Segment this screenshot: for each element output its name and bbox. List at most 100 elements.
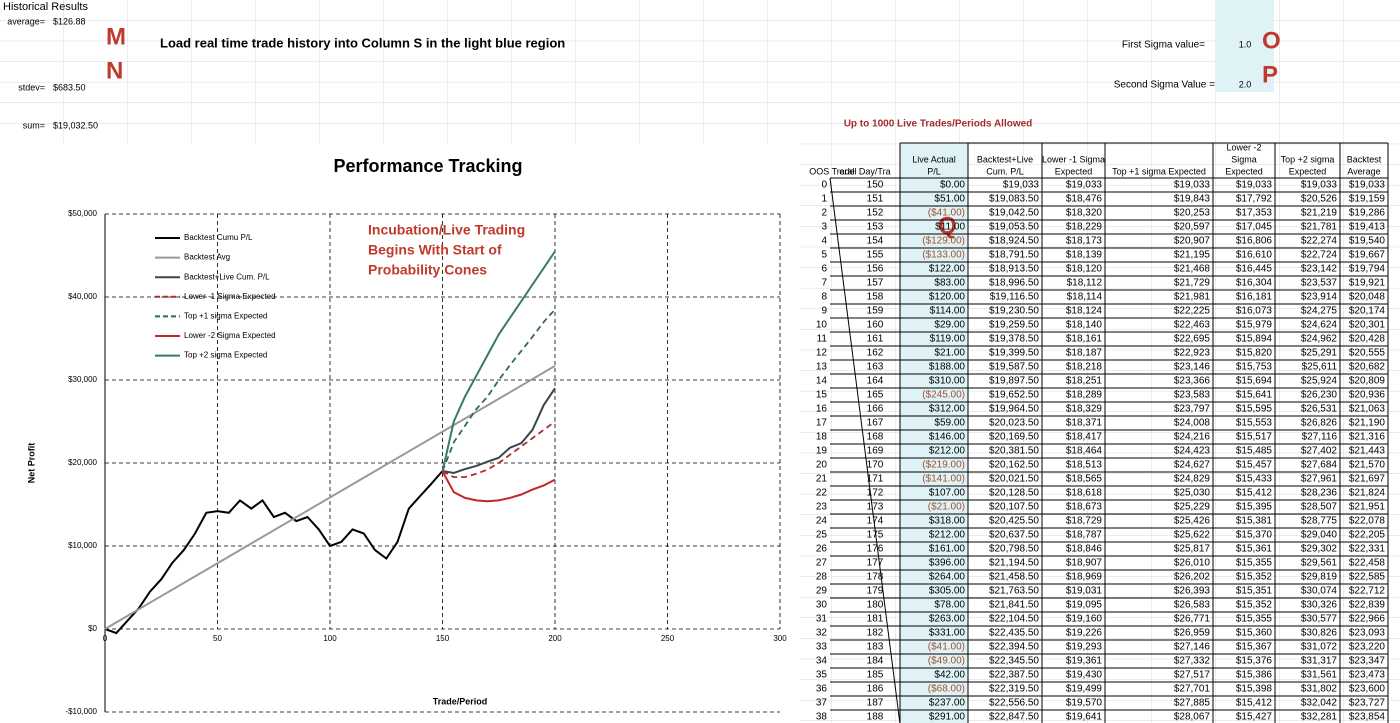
table-cell: $23,600 <box>1349 684 1386 695</box>
table-cell: $15,641 <box>1236 390 1273 401</box>
table-cell: 25 <box>816 530 828 541</box>
legend-label: Backtest Cumu P/L <box>184 233 253 242</box>
table-cell: $30,577 <box>1301 614 1338 625</box>
table-cell: $26,010 <box>1174 558 1211 569</box>
table-cell: $15,355 <box>1236 614 1273 625</box>
table-cell: 165 <box>867 390 884 401</box>
table-cell: $15,753 <box>1236 362 1273 373</box>
y-tick-label: $40,000 <box>68 292 97 301</box>
table-cell: $18,139 <box>1066 250 1103 261</box>
series-line <box>442 387 556 475</box>
table-header: Expected <box>1289 166 1327 176</box>
table-cell: $22,205 <box>1349 530 1386 541</box>
table-cell: 172 <box>867 488 884 499</box>
table-cell: $19,083.50 <box>989 194 1039 205</box>
table-cell: $22,078 <box>1349 516 1386 527</box>
table-cell: $120.00 <box>929 292 966 303</box>
table-cell: $18,120 <box>1066 264 1103 275</box>
table-cell: $15,361 <box>1236 544 1273 555</box>
table-cell: $18,173 <box>1066 236 1103 247</box>
table-cell: $19,053.50 <box>989 222 1039 233</box>
table-cell: $22,225 <box>1174 306 1211 317</box>
table-cell: $23,347 <box>1349 656 1386 667</box>
table-header: Sigma <box>1231 154 1257 164</box>
table-cell: 13 <box>816 362 828 373</box>
table-cell: $21,570 <box>1349 460 1386 471</box>
table-cell: $18,787 <box>1066 530 1103 541</box>
table-cell: $24,962 <box>1301 334 1338 345</box>
y-axis-label: Net Profit <box>26 443 36 484</box>
table-cell: $20,174 <box>1349 306 1386 317</box>
table-cell: $25,291 <box>1301 348 1338 359</box>
table-cell: 186 <box>867 684 884 695</box>
table-cell: 5 <box>821 250 827 261</box>
table-cell: $22,556.50 <box>989 698 1039 709</box>
legend-label: Backtest+Live Cum. P/L <box>184 272 270 281</box>
y-tick-label: -$10,000 <box>65 707 97 716</box>
table-cell: $15,386 <box>1236 670 1273 681</box>
table-cell: 10 <box>816 320 828 331</box>
table-cell: $19,921 <box>1349 278 1386 289</box>
table-cell: $396.00 <box>929 558 966 569</box>
table-cell: 14 <box>816 376 828 387</box>
annotation: Incubation/Live Trading <box>368 222 525 238</box>
table-cell: 9 <box>821 306 827 317</box>
table-cell: $19,033 <box>1003 180 1040 191</box>
table-cell: $18,114 <box>1067 292 1103 303</box>
series-line <box>442 420 556 478</box>
table-cell: $18,218 <box>1066 362 1103 373</box>
x-axis-label: Trade/Period <box>433 696 488 706</box>
table-cell: $15,352 <box>1236 600 1273 611</box>
table-cell: $21,194.50 <box>989 558 1039 569</box>
table-cell: $318.00 <box>929 516 966 527</box>
table-cell: $22,274 <box>1301 236 1338 247</box>
table-cell: 23 <box>816 502 828 513</box>
table-cell: 156 <box>867 264 884 275</box>
table-header: Cum. P/L <box>986 166 1024 176</box>
instruction: Load real time trade history into Column… <box>160 35 565 50</box>
table-cell: 157 <box>867 278 884 289</box>
table-cell: $30,826 <box>1301 628 1338 639</box>
table-cell: 22 <box>816 488 828 499</box>
stat-value: $126.88 <box>53 16 86 26</box>
table-cell: $212.00 <box>929 446 966 457</box>
table-cell: $19,226 <box>1066 628 1103 639</box>
table-cell: 150 <box>867 180 884 191</box>
table-cell: $15,412 <box>1236 488 1273 499</box>
table-cell: $24,829 <box>1174 474 1211 485</box>
table-cell: $25,817 <box>1174 544 1211 555</box>
table-cell: $22,345.50 <box>989 656 1039 667</box>
table-cell: 29 <box>816 586 828 597</box>
table-cell: $20,682 <box>1349 362 1386 373</box>
table-cell: $18,729 <box>1066 516 1103 527</box>
table-cell: $22,435.50 <box>989 628 1039 639</box>
table-cell: $19,399.50 <box>989 348 1039 359</box>
stat-value: $19,032.50 <box>53 120 98 130</box>
table-cell: $15,485 <box>1236 446 1273 457</box>
table-cell: $16,073 <box>1236 306 1273 317</box>
table-cell: 30 <box>816 600 828 611</box>
marker-letter: M <box>106 23 126 50</box>
table-cell: 27 <box>816 558 828 569</box>
table-cell: $19,230.50 <box>989 306 1039 317</box>
table-cell: $22,839 <box>1349 600 1386 611</box>
table-cell: $18,140 <box>1066 320 1103 331</box>
legend-label: Top +2 sigma Expected <box>184 351 267 360</box>
table-cell: $24,216 <box>1174 432 1211 443</box>
limit-note: Up to 1000 Live Trades/Periods Allowed <box>844 119 1033 130</box>
table-cell: $29,819 <box>1301 572 1338 583</box>
table-cell: $21,763.50 <box>989 586 1039 597</box>
x-tick-label: 100 <box>323 634 337 643</box>
table-cell: $19,641 <box>1066 712 1103 723</box>
table-cell: $30,074 <box>1301 586 1338 597</box>
table-cell: $17,353 <box>1236 208 1273 219</box>
table-cell: $19,033 <box>1349 180 1386 191</box>
table-cell: $18,289 <box>1066 390 1103 401</box>
table-cell: 28 <box>816 572 828 583</box>
table-header: Average <box>1347 166 1380 176</box>
stat-label: sum= <box>23 120 45 130</box>
table-cell: 155 <box>867 250 884 261</box>
table-cell: $19,033 <box>1174 180 1211 191</box>
sigma-input-region <box>1216 0 1274 92</box>
table-cell: $20,107.50 <box>989 502 1039 513</box>
